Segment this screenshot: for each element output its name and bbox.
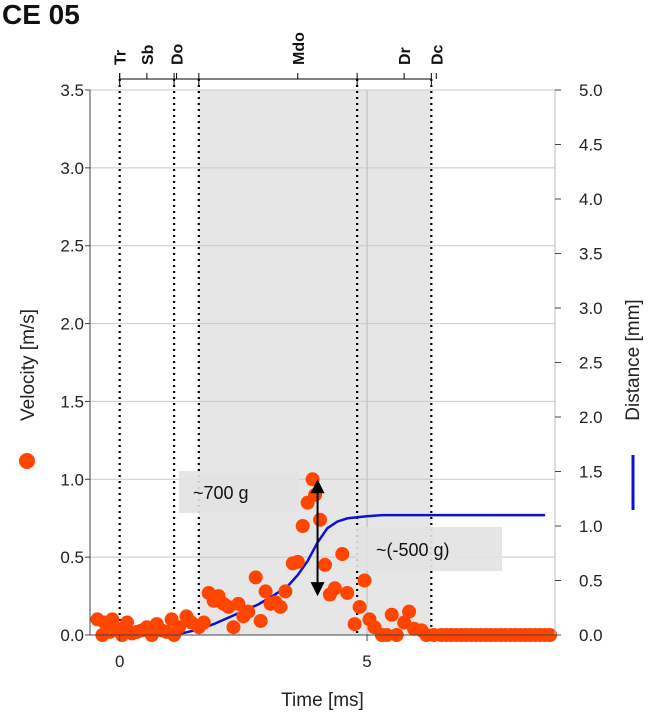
velocity-point-58 — [384, 607, 399, 622]
velocity-point-22 — [196, 615, 211, 630]
annotation-label-1: ~700 g — [193, 483, 249, 503]
velocity-legend-marker — [19, 453, 35, 469]
velocity-point-53 — [357, 573, 372, 588]
y-right-tick-label-2: 1.0 — [579, 517, 603, 536]
x-tick-label-1: 5 — [362, 652, 371, 671]
y-left-tick-label-2: 1.0 — [60, 470, 84, 489]
y-left-tick-label-6: 3.0 — [60, 159, 84, 178]
velocity-point-50 — [340, 585, 355, 600]
phase-label-dc: Dc — [429, 44, 446, 65]
y-right-tick-label-3: 1.5 — [579, 463, 603, 482]
velocity-point-45 — [313, 512, 328, 527]
shaded-region-1 — [198, 90, 358, 635]
distance-series-line — [168, 513, 546, 637]
velocity-point-31 — [241, 604, 256, 619]
velocity-point-29 — [231, 596, 246, 611]
data-layer — [90, 472, 558, 642]
y-left-tick-label-7: 3.5 — [60, 81, 84, 100]
y-left-axis-title: Velocity [m/s] — [18, 309, 39, 421]
y-left-tick-label-0: 0.0 — [60, 626, 84, 645]
y-right-tick-label-1: 0.5 — [579, 572, 603, 591]
velocity-point-32 — [248, 570, 263, 585]
velocity-point-28 — [226, 620, 241, 635]
velocity-point-41 — [295, 519, 310, 533]
y-left-tick-label-1: 0.5 — [60, 548, 84, 567]
velocity-point-38 — [278, 584, 293, 599]
phase-label-sb: Sb — [140, 44, 157, 65]
y-right-tick-label-6: 3.0 — [579, 299, 603, 318]
annotation-label-2: ~(-500 g) — [376, 540, 450, 560]
annotation-box-2 — [356, 527, 502, 571]
arrow-head-down — [310, 582, 325, 597]
velocity-point-37 — [273, 599, 288, 614]
velocity-point-46 — [317, 557, 332, 572]
annotation-box-1 — [179, 471, 299, 513]
velocity-point-51 — [347, 617, 362, 632]
phase-label-dr: Dr — [397, 47, 414, 65]
y-right-tick-label-9: 4.5 — [579, 136, 603, 155]
phase-label-mdo: Mdo — [291, 32, 308, 65]
y-right-tick-label-5: 2.5 — [579, 354, 603, 373]
axes-layer: 0.0 0.5 1.0 1.5 2.0 2.5 3.0 3.5 0.0 0.5 1.0 1.5 2.0 2… — [18, 81, 644, 711]
velocity-point-49 — [335, 547, 350, 562]
velocity-point-61 — [402, 604, 417, 619]
y-right-tick-label-10: 5.0 — [579, 81, 603, 100]
y-right-tick-label-4: 2.0 — [579, 408, 603, 427]
velocity-point-52 — [352, 599, 367, 614]
y-right-tick-label-8: 4.0 — [579, 190, 603, 209]
x-axis-title: Time [ms] — [281, 690, 364, 711]
velocity-point-33 — [253, 613, 268, 628]
x-tick-label-0: 0 — [115, 652, 124, 671]
velocity-point-40 — [290, 554, 305, 569]
y-right-tick-label-7: 3.5 — [579, 245, 603, 264]
phase-label-tr: Tr — [113, 50, 130, 65]
velocity-point-7 — [120, 615, 135, 630]
arrow-head-up — [310, 479, 325, 494]
y-left-tick-label-3: 1.5 — [60, 392, 84, 411]
chart-title: CE 05 — [2, 0, 80, 30]
velocity-point-18 — [172, 620, 187, 635]
velocity-point-34 — [258, 584, 273, 599]
velocity-point-48 — [327, 581, 342, 596]
y-right-tick-label-0: 0.0 — [579, 626, 603, 645]
phase-label-do: Do — [170, 43, 187, 65]
y-left-tick-label-4: 2.0 — [60, 315, 84, 334]
y-left-tick-label-5: 2.5 — [60, 237, 84, 256]
annotation-layer: ~700 g ~(-500 g) — [179, 471, 502, 597]
background-layer — [198, 90, 432, 635]
y-right-axis-title: Distance [mm] — [623, 299, 644, 420]
